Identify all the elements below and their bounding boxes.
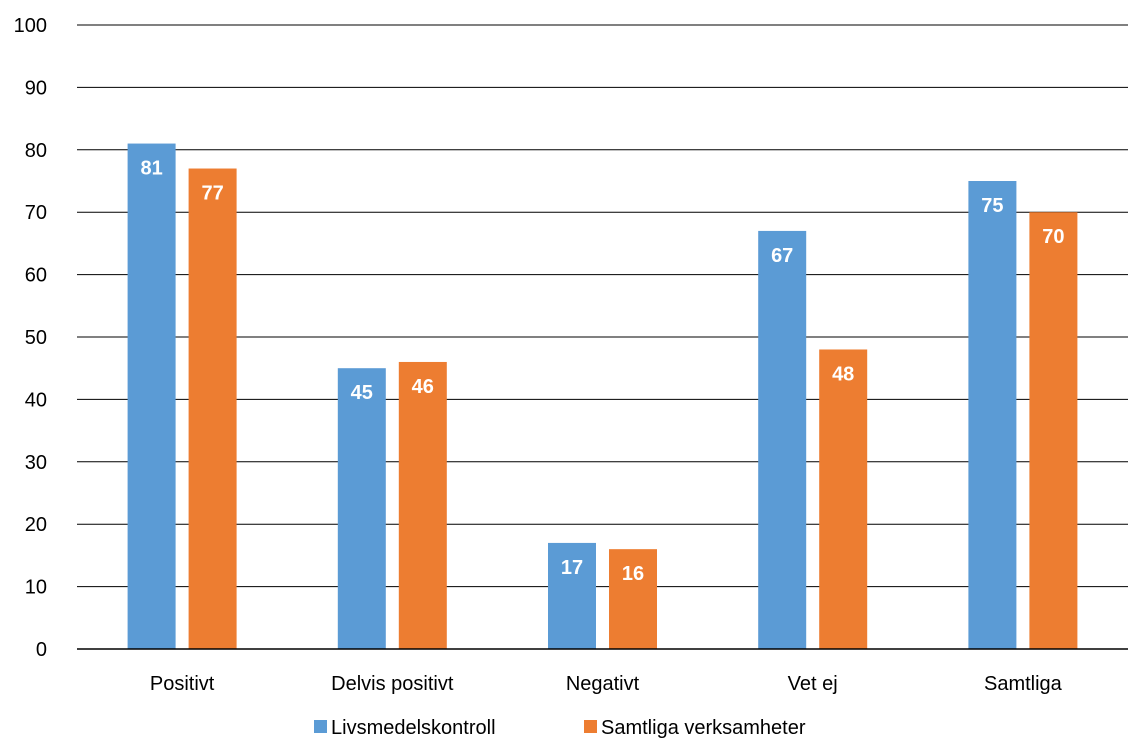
data-label: 45 (351, 382, 373, 404)
y-tick-label: 90 (25, 77, 47, 99)
legend-swatch (314, 720, 327, 733)
data-label: 77 (201, 183, 223, 205)
x-axis: Positivt Delvis positivt Negativt Vet ej Sam… (77, 648, 1128, 695)
y-axis: 0 10 20 30 40 50 60 70 80 90 100 (14, 15, 47, 661)
x-tick-label: Samtliga (984, 673, 1063, 695)
y-tick-label: 40 (25, 389, 47, 411)
bar (1029, 212, 1078, 649)
data-label: 48 (832, 363, 854, 385)
x-tick-label: Positivt (150, 673, 215, 695)
data-label: 67 (771, 245, 793, 267)
legend-swatch (584, 720, 597, 733)
legend: Livsmedelskontroll Samtliga verksamheter (314, 717, 806, 739)
bar (819, 349, 868, 649)
bar (758, 230, 807, 650)
data-labels: 81 77 45 46 17 16 67 48 75 70 (140, 158, 1064, 586)
bar (127, 143, 176, 649)
data-label: 17 (561, 557, 583, 579)
bar (968, 181, 1017, 649)
bar (548, 542, 596, 649)
x-tick-label: Delvis positivt (331, 673, 454, 695)
y-tick-label: 70 (25, 202, 47, 224)
y-tick-label: 20 (25, 514, 47, 536)
data-label: 70 (1042, 226, 1064, 248)
y-tick-label: 50 (25, 327, 47, 349)
data-label: 16 (622, 563, 644, 585)
bar (337, 368, 386, 649)
y-tick-label: 10 (25, 577, 47, 599)
y-tick-label: 100 (14, 15, 47, 37)
data-label: 46 (412, 376, 434, 398)
x-tick-label: Vet ej (788, 673, 838, 695)
bar (188, 168, 237, 649)
bar (609, 549, 657, 649)
data-label: 81 (140, 158, 162, 180)
y-tick-label: 0 (36, 639, 47, 661)
data-label: 75 (981, 195, 1003, 217)
y-tick-label: 60 (25, 265, 47, 287)
gridlines (77, 24, 1128, 588)
y-tick-label: 30 (25, 452, 47, 474)
bar (398, 361, 447, 649)
legend-label: Livsmedelskontroll (331, 717, 496, 739)
bars (127, 143, 1078, 650)
legend-label: Samtliga verksamheter (601, 717, 806, 739)
y-tick-label: 80 (25, 140, 47, 162)
x-tick-label: Negativt (566, 673, 640, 695)
